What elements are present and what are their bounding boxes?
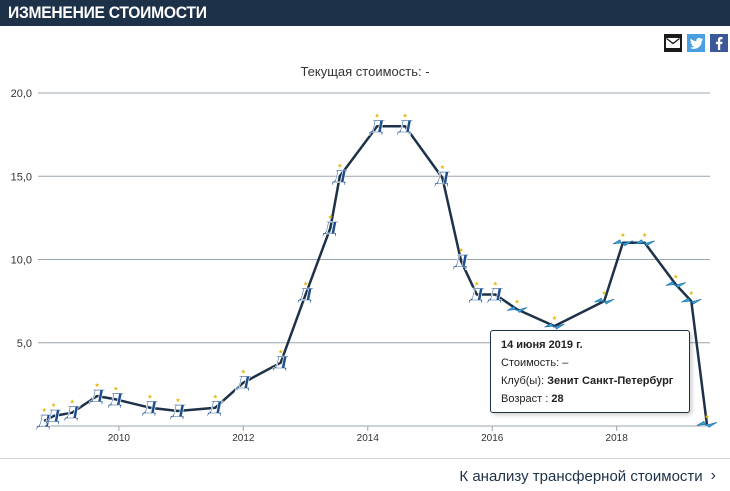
club-star-icon: ★: [620, 232, 625, 239]
club-star-icon: ★: [458, 247, 463, 254]
chart-tooltip: 14 июня 2019 г. Стоимость: – Клуб(ы): Зе…: [490, 330, 690, 413]
zenit-club-icon: [696, 420, 718, 428]
zenit-club-icon: [665, 281, 686, 288]
tooltip-value-row: Стоимость: –: [501, 357, 679, 369]
footer-link-label: К анализу трансферной стоимости: [459, 467, 703, 485]
dynamo-club-icon: Д: [64, 404, 81, 424]
market-value-line: [43, 125, 709, 425]
bottom-divider: [0, 458, 730, 459]
club-star-icon: ★: [175, 397, 180, 404]
y-tick-label: 15,0: [11, 171, 32, 183]
tooltip-date: 14 июня 2019 г.: [501, 339, 583, 351]
club-star-icon: ★: [374, 112, 379, 119]
dynamo-club-icon: Д: [36, 412, 53, 432]
section-header: ИЗМЕНЕНИЕ СТОИМОСТИ: [0, 0, 730, 26]
dynamo-club-icon: Д: [434, 169, 451, 189]
club-star-icon: ★: [303, 280, 308, 287]
dynamo-club-icon: Д: [487, 285, 504, 305]
club-star-icon: ★: [337, 162, 342, 169]
zenit-club-icon: [634, 239, 655, 247]
tooltip-age-label: Возраст :: [501, 393, 549, 405]
tooltip-age: 28: [551, 393, 564, 405]
x-tick-label: 2016: [481, 433, 504, 444]
club-star-icon: ★: [147, 394, 152, 401]
y-tick-label: 20,0: [11, 88, 32, 100]
zenit-club-icon: [594, 297, 615, 305]
tooltip-value: –: [562, 357, 569, 369]
tooltip-age-row: Возраст : 28: [501, 393, 679, 405]
club-star-icon: ★: [552, 315, 557, 322]
envelope-icon: [666, 38, 680, 48]
club-star-icon: ★: [402, 112, 407, 119]
y-tick-label: 5,0: [17, 338, 32, 350]
club-star-icon: ★: [70, 399, 75, 406]
zenit-club-icon: [506, 306, 528, 313]
dynamo-club-icon: Д: [331, 167, 348, 187]
tooltip-club-label: Клуб(ы):: [501, 375, 545, 387]
dynamo-club-icon: Д: [297, 285, 314, 305]
dynamo-club-icon: Д: [397, 117, 414, 137]
club-star-icon: ★: [642, 232, 647, 239]
club-star-icon: ★: [440, 164, 445, 171]
dynamo-club-icon: Д: [141, 399, 158, 419]
dynamo-club-icon: Д: [107, 390, 124, 410]
dynamo-club-icon: Д: [169, 402, 186, 422]
zenit-club-icon: [544, 322, 565, 330]
club-star-icon: ★: [328, 214, 333, 221]
club-star-icon: ★: [94, 382, 99, 389]
club-star-icon: ★: [689, 290, 694, 297]
club-star-icon: ★: [42, 407, 47, 414]
dynamo-club-icon: Д: [235, 374, 252, 394]
dynamo-club-icon: Д: [89, 387, 106, 407]
dynamo-club-icon: Д: [468, 285, 485, 305]
club-star-icon: ★: [602, 290, 607, 297]
x-tick-label: 2012: [232, 433, 255, 444]
share-twitter-button[interactable]: [687, 34, 705, 52]
club-star-icon: ★: [514, 298, 519, 305]
y-tick-label: 10,0: [11, 255, 32, 267]
club-star-icon: ★: [673, 273, 678, 280]
dynamo-club-icon: Д: [272, 354, 289, 374]
chart-title: Текущая стоимость: -: [300, 64, 430, 79]
chevron-right-icon: ›: [710, 467, 716, 484]
club-star-icon: ★: [51, 402, 56, 409]
section-title: ИЗМЕНЕНИЕ СТОИМОСТИ: [8, 3, 207, 22]
dynamo-club-icon: Д: [369, 117, 386, 137]
zenit-club-icon: [612, 239, 634, 247]
transfer-value-analysis-link[interactable]: К анализу трансферной стоимости ›: [459, 467, 716, 485]
tooltip-club-row: Клуб(ы): Зенит Санкт-Петербург: [501, 375, 679, 387]
dynamo-club-icon: Д: [322, 219, 339, 239]
club-star-icon: ★: [241, 369, 246, 376]
x-tick-label: 2010: [108, 433, 131, 444]
x-tick-label: 2018: [606, 433, 629, 444]
share-email-button[interactable]: [664, 34, 682, 52]
facebook-icon: [715, 36, 723, 50]
x-tick-label: 2014: [357, 433, 380, 444]
dynamo-club-icon: Д: [45, 407, 62, 427]
dynamo-club-icon: Д: [453, 252, 470, 272]
tooltip-club: Зенит Санкт-Петербург: [547, 375, 674, 387]
club-star-icon: ★: [278, 349, 283, 356]
share-facebook-button[interactable]: [710, 34, 728, 52]
club-star-icon: ★: [213, 394, 218, 401]
club-star-icon: ★: [704, 413, 709, 420]
club-star-icon: ★: [474, 280, 479, 287]
twitter-icon: [689, 37, 703, 49]
dynamo-club-icon: Д: [207, 399, 224, 419]
club-star-icon: ★: [113, 385, 118, 392]
tooltip-value-label: Стоимость:: [501, 357, 560, 369]
zenit-club-icon: [681, 297, 702, 305]
club-star-icon: ★: [493, 280, 498, 287]
